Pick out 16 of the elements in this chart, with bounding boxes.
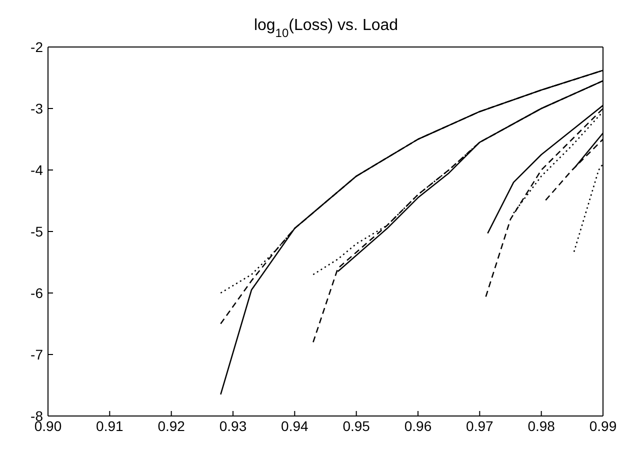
y-tick-label: -4	[30, 162, 44, 178]
x-tick-label: 0.93	[219, 418, 247, 434]
x-tick-label: 0.96	[404, 418, 432, 434]
x-tick-label: 0.94	[281, 418, 309, 434]
y-tick-label: -2	[30, 38, 44, 55]
y-tick-label: -3	[30, 100, 44, 116]
x-tick-label: 0.92	[158, 418, 186, 434]
x-tick-label: 0.91	[96, 418, 124, 434]
x-tick-label: 0.95	[342, 418, 370, 434]
chart-title: log$_{10}$(Loss) vs. Load	[254, 17, 398, 40]
x-tick-label: 0.99	[589, 418, 617, 434]
x-tick-label: 0.97	[466, 418, 494, 434]
x-tick-label: 0.98	[528, 418, 556, 434]
y-tick-label: -7	[30, 346, 44, 362]
y-tick-label: -6	[30, 284, 44, 301]
y-tick-label: -5	[30, 223, 44, 240]
